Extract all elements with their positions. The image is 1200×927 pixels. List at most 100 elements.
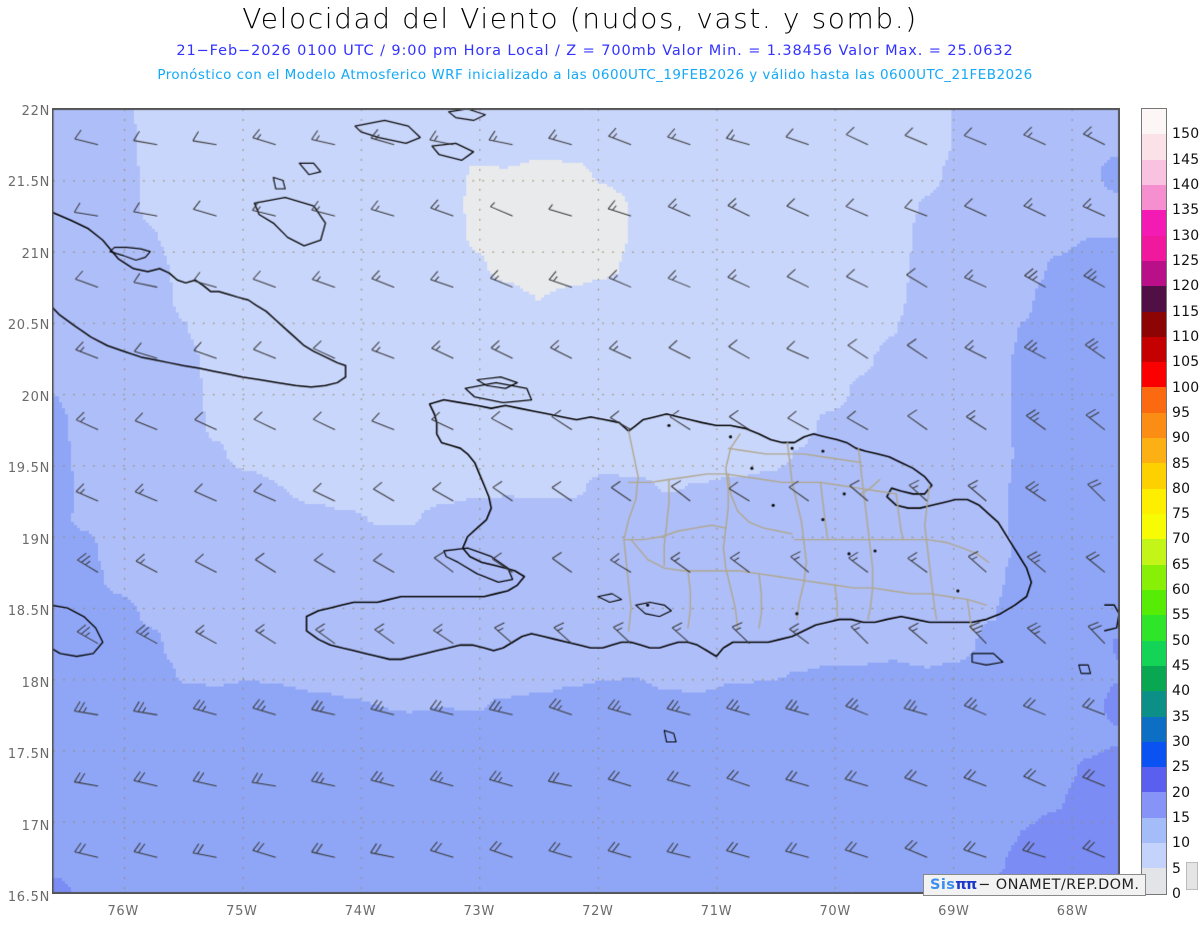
y-tick-label: 16.5N: [7, 890, 50, 905]
colorbar-label-145: 145: [1172, 151, 1200, 168]
colorbar-label-85: 85: [1172, 455, 1191, 472]
y-tick-label: 17N: [21, 818, 50, 834]
colorbar-label-75: 75: [1172, 506, 1191, 523]
y-tick-16.5n: 16.5N: [0, 886, 50, 905]
colorbar-band-130: [1142, 210, 1166, 236]
colorbar-label-80: 80: [1172, 480, 1191, 497]
x-tick-72w: 72W: [568, 900, 628, 919]
y-tick-label: 18N: [21, 675, 50, 691]
colorbar-band-135: [1142, 184, 1166, 211]
x-tick-70w: 70W: [805, 900, 865, 919]
y-tick-label: 20.5N: [7, 318, 50, 334]
colorbar-label-10: 10: [1172, 835, 1191, 852]
colorbar-band-125: [1142, 235, 1166, 261]
x-tick-label: 73W: [463, 904, 495, 919]
x-tick-label: 70W: [819, 904, 851, 919]
map-plot-area[interactable]: [52, 108, 1120, 894]
colorbar-label-130: 130: [1172, 227, 1200, 244]
colorbar-label-115: 115: [1172, 303, 1200, 320]
y-tick-21.5n: 21.5N: [0, 171, 50, 190]
y-tick-label: 20N: [21, 389, 50, 405]
colorbar-band-5: [1142, 843, 1166, 869]
x-tick-73w: 73W: [449, 900, 509, 919]
y-tick-label: 19N: [21, 532, 50, 548]
colorbar-band-65: [1142, 539, 1166, 565]
x-tick-label: 68W: [1056, 904, 1089, 919]
colorbar-band-20: [1142, 767, 1166, 793]
colorbar-band-75: [1142, 488, 1166, 514]
colorbar-label-70: 70: [1172, 531, 1191, 548]
colorbar-band-40: [1142, 665, 1166, 692]
colorbar-label-40: 40: [1172, 683, 1191, 700]
colorbar-band-100: [1142, 362, 1166, 388]
colorbar-band-150: [1142, 109, 1166, 135]
x-tick-label: 71W: [700, 904, 733, 919]
y-tick-label: 21.5N: [7, 175, 50, 191]
y-tick-17.5n: 17.5N: [0, 743, 50, 762]
colorbar-band-140: [1142, 159, 1166, 185]
colorbar-band-15: [1142, 792, 1166, 818]
colorbar-band-10: [1142, 817, 1166, 844]
chart-header: Velocidad del Viento (nudos, vast. y som…: [0, 0, 1200, 96]
colorbar-band-80: [1142, 463, 1166, 489]
watermark-brand-prefix: Sis: [930, 877, 956, 893]
colorbar-label-135: 135: [1172, 202, 1200, 219]
x-tick-label: 72W: [582, 904, 614, 919]
colorbar-band-120: [1142, 260, 1166, 287]
y-tick-label: 22N: [21, 104, 50, 119]
colorbar-label-110: 110: [1172, 328, 1200, 345]
colorbar-label-95: 95: [1172, 404, 1191, 421]
forecast-metadata-line: 21−Feb−2026 0100 UTC / 9:00 pm Hora Loca…: [176, 43, 1014, 59]
colorbar-band-70: [1142, 514, 1166, 540]
colorbar-label-90: 90: [1172, 430, 1191, 447]
colorbar-band-110: [1142, 311, 1166, 337]
y-tick-label: 18.5N: [7, 604, 50, 620]
y-tick-label: 21N: [21, 246, 50, 262]
colorbar-band-115: [1142, 286, 1166, 312]
colorbar-label-150: 150: [1172, 126, 1200, 143]
colorbar-label-45: 45: [1172, 658, 1191, 675]
x-tick-74w: 74W: [331, 900, 391, 919]
colorbar-label-140: 140: [1172, 176, 1200, 193]
y-tick-label: 17.5N: [7, 747, 50, 763]
colorbar-label-50: 50: [1172, 632, 1191, 649]
colorbar-label-100: 100: [1172, 379, 1200, 396]
colorbar-band-55: [1142, 589, 1166, 616]
colorbar-label-60: 60: [1172, 582, 1191, 599]
x-tick-69w: 69W: [924, 900, 984, 919]
colorbar-label-20: 20: [1172, 784, 1191, 801]
colorbar-band-105: [1142, 336, 1166, 363]
y-tick-18n: 18N: [0, 672, 50, 691]
colorbar-label-0: 0: [1172, 886, 1182, 902]
colorbar-label-15: 15: [1172, 810, 1191, 827]
agency-watermark: Sis ππ − ONAMET/REP.DOM.: [923, 874, 1147, 896]
colorbar-label-5: 5: [1172, 860, 1182, 877]
x-tick-76w: 76W: [93, 900, 153, 919]
y-tick-22n: 22N: [0, 100, 50, 119]
colorbar-band-60: [1142, 564, 1166, 590]
x-tick-label: 69W: [938, 904, 970, 919]
x-tick-label: 75W: [226, 904, 258, 919]
colorbar-band-145: [1142, 134, 1166, 160]
x-tick-label: 74W: [344, 904, 377, 919]
y-tick-19n: 19N: [0, 529, 50, 548]
y-tick-label: 19.5N: [7, 461, 50, 477]
colorbar-band-30: [1142, 716, 1166, 742]
colorbar-band-85: [1142, 438, 1166, 464]
colorbar-label-25: 25: [1172, 759, 1191, 776]
colorbar-band-45: [1142, 640, 1166, 666]
colorbar-label-65: 65: [1172, 556, 1191, 573]
x-tick-68w: 68W: [1043, 900, 1103, 919]
watermark-agency-label: − ONAMET/REP.DOM.: [978, 877, 1140, 893]
colorbar-band-25: [1142, 741, 1166, 768]
y-tick-20.5n: 20.5N: [0, 314, 50, 333]
colorbar-band-35: [1142, 691, 1166, 717]
x-tick-label: 76W: [107, 904, 139, 919]
colorbar-label-30: 30: [1172, 734, 1191, 751]
scrollbar-thumb[interactable]: [1186, 862, 1198, 890]
page-title: Velocidad del Viento (nudos, vast. y som…: [242, 2, 918, 35]
colorbar-band-95: [1142, 387, 1166, 413]
x-tick-75w: 75W: [212, 900, 272, 919]
colorbar-label-35: 35: [1172, 708, 1191, 725]
